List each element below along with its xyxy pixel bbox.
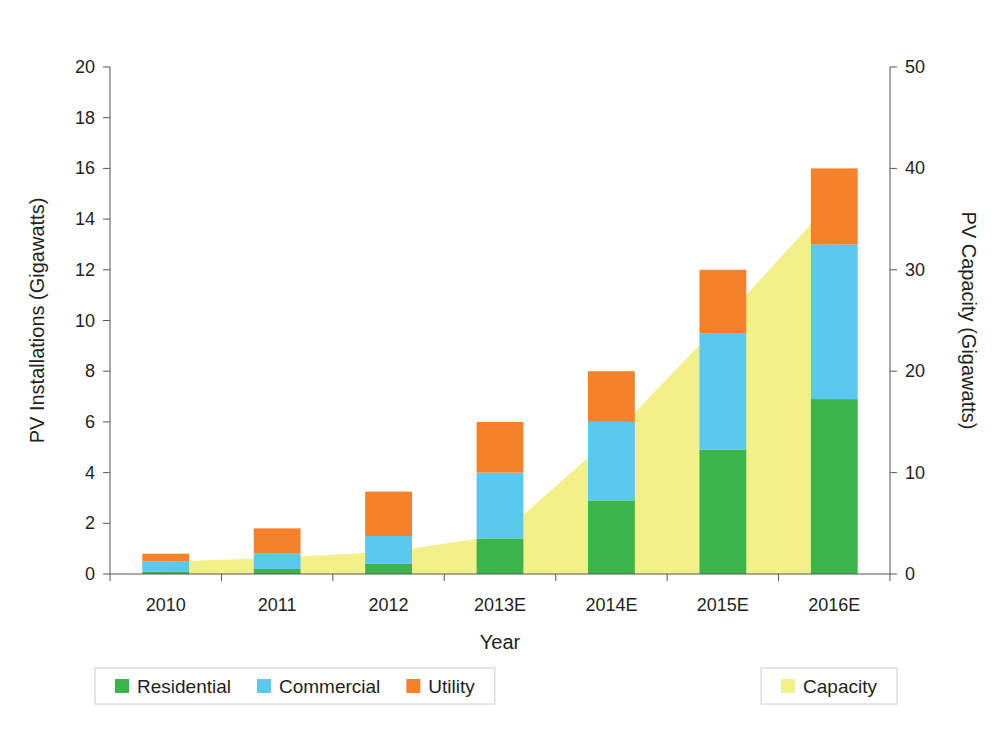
x-tick (555, 574, 556, 581)
x-tick-label: 2015E (697, 595, 749, 615)
y-tick-label: 14 (75, 209, 95, 229)
x-tick-label: 2011 (258, 595, 297, 615)
y-tick-label: 16 (75, 158, 95, 178)
y2-tick-label: 30 (905, 260, 925, 280)
x-tick (444, 574, 445, 581)
y-tick (103, 574, 110, 575)
x-tick (778, 574, 779, 581)
y-tick (103, 523, 110, 524)
bar (588, 500, 635, 574)
y-tick (103, 371, 110, 372)
y2-tick-label: 10 (905, 463, 925, 483)
y-tick (103, 219, 110, 220)
legend-swatch (406, 679, 420, 693)
x-tick-label: 2010 (146, 595, 186, 615)
legend-swatch (115, 679, 129, 693)
y2-axis-title: PV Capacity (Gigawatts) (958, 212, 980, 430)
y-tick (103, 117, 110, 118)
y-tick-label: 2 (85, 513, 95, 533)
y-tick (103, 67, 110, 68)
bar (477, 422, 524, 473)
y-tick-label: 0 (85, 564, 95, 584)
plot-area (142, 168, 857, 574)
bar (811, 168, 858, 244)
legend-swatch (781, 679, 795, 693)
bar (365, 564, 412, 574)
bar (142, 561, 189, 571)
x-tick (332, 574, 333, 581)
x-axis (110, 574, 890, 575)
bar (588, 371, 635, 422)
y-tick-label: 8 (85, 361, 95, 381)
y-tick (103, 421, 110, 422)
bar (254, 569, 301, 574)
bar (477, 539, 524, 574)
y-tick (103, 472, 110, 473)
y-tick (103, 269, 110, 270)
bar (477, 473, 524, 539)
x-tick (890, 574, 891, 581)
y-tick-label: 18 (75, 108, 95, 128)
x-tick-label: 2014E (585, 595, 637, 615)
y-tick-label: 12 (75, 260, 95, 280)
y2-tick (890, 472, 897, 473)
x-tick-label: 2012 (369, 595, 409, 615)
y-tick (103, 320, 110, 321)
y2-tick-label: 20 (905, 361, 925, 381)
legend-label: Utility (428, 676, 475, 697)
x-tick (221, 574, 222, 581)
x-tick-label: 2013E (474, 595, 526, 615)
y-tick-label: 6 (85, 412, 95, 432)
y-tick (103, 168, 110, 169)
legend-label: Residential (137, 676, 231, 697)
x-tick (110, 574, 111, 581)
y2-tick (890, 574, 897, 575)
legend: Residential Commercial Utility (95, 668, 495, 704)
y2-tick-label: 0 (905, 564, 915, 584)
bar (699, 270, 746, 333)
y-axis-title: PV Installations (Gigawatts) (26, 198, 48, 444)
x-tick-label: 2016E (808, 595, 860, 615)
y2-tick (890, 371, 897, 372)
legend-frame (95, 668, 495, 704)
bar (365, 536, 412, 564)
x-axis-title: Year (480, 631, 521, 653)
bar (588, 422, 635, 501)
y-tick-label: 20 (75, 57, 95, 77)
y-tick-label: 10 (75, 311, 95, 331)
y2-tick-label: 50 (905, 57, 925, 77)
bar (811, 399, 858, 574)
y2-axis (890, 67, 891, 574)
bar (254, 528, 301, 553)
y-tick-label: 4 (85, 463, 95, 483)
y2-tick (890, 168, 897, 169)
legend-frame (761, 668, 897, 704)
bar (254, 554, 301, 569)
y2-tick (890, 269, 897, 270)
bar (699, 450, 746, 574)
bar (142, 554, 189, 562)
bar (365, 492, 412, 536)
bar (811, 244, 858, 399)
chart: 0 2 4 6 8 10 12 14 16 18 20 0 10 20 30 40 50 2010 2011 2012… (0, 0, 1000, 750)
legend-label: Commercial (279, 676, 380, 697)
legend: Capacity (761, 668, 897, 704)
y2-tick (890, 67, 897, 68)
legend-swatch (257, 679, 271, 693)
legend-label: Capacity (803, 676, 877, 697)
area (166, 199, 835, 574)
y2-tick-label: 40 (905, 158, 925, 178)
bar (699, 333, 746, 450)
x-tick (667, 574, 668, 581)
